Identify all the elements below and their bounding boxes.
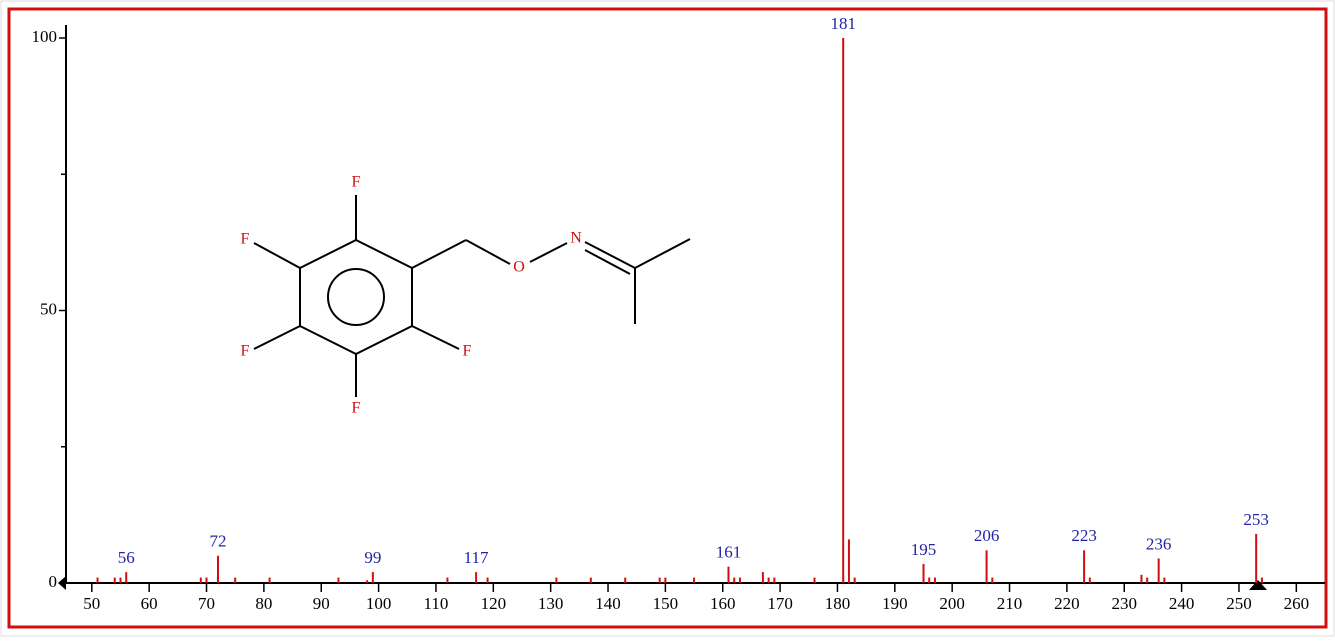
x-tick-label: 50 (83, 594, 100, 613)
atom: O (513, 259, 525, 276)
peak-label: 99 (364, 548, 381, 567)
atom: F (352, 174, 361, 191)
x-tick-label: 60 (141, 594, 158, 613)
axis-marker (1249, 580, 1267, 590)
aromatic-circle (327, 268, 385, 326)
structure: F F F F F O N (241, 174, 691, 417)
atom: F (241, 343, 250, 360)
y-tick-label: 100 (32, 27, 58, 46)
x-tick-label: 230 (1111, 594, 1137, 613)
x-tick-label: 160 (710, 594, 736, 613)
bond (253, 325, 301, 350)
x-tick-label: 120 (481, 594, 507, 613)
peak-label: 236 (1146, 534, 1172, 553)
frame (7, 7, 1328, 629)
x-tick-label: 100 (366, 594, 392, 613)
atom: F (352, 400, 361, 417)
x-tick-label: 200 (939, 594, 965, 613)
peak-label: 56 (118, 548, 135, 567)
atom: F (241, 231, 250, 248)
x-tick-label: 220 (1054, 594, 1080, 613)
bond (634, 238, 691, 269)
x-tick-label: 130 (538, 594, 564, 613)
x-tick-label: 180 (825, 594, 851, 613)
bond (584, 241, 636, 269)
bond (253, 242, 301, 269)
bond (411, 325, 460, 350)
bond (411, 239, 467, 269)
bond (465, 239, 511, 265)
peak-label: 195 (911, 540, 937, 559)
x-tick-label: 90 (313, 594, 330, 613)
x-tick-label: 170 (767, 594, 793, 613)
peak-label: 161 (716, 543, 742, 562)
peak-label: 117 (464, 548, 489, 567)
peak-label: 223 (1071, 526, 1097, 545)
x-tick-label: 190 (882, 594, 908, 613)
x-tick-label: 140 (595, 594, 621, 613)
x-tick-label: 250 (1226, 594, 1252, 613)
bond (529, 242, 568, 263)
x-tick-label: 210 (997, 594, 1023, 613)
peak-label: 206 (974, 526, 1000, 545)
atom: N (570, 230, 582, 247)
x-tick-label: 260 (1284, 594, 1310, 613)
y-tick-label: 0 (49, 572, 58, 591)
atom: F (463, 343, 472, 360)
peak-label: 253 (1243, 510, 1269, 529)
ring (299, 238, 413, 356)
bond (584, 249, 631, 275)
peak-label: 72 (209, 532, 226, 551)
x-tick-label: 110 (424, 594, 449, 613)
x-tick-label: 80 (255, 594, 272, 613)
x-tick-label: 70 (198, 594, 215, 613)
peak-label: 181 (830, 14, 856, 33)
y-tick-label: 50 (40, 299, 57, 318)
x-tick-label: 150 (653, 594, 679, 613)
x-tick-label: 240 (1169, 594, 1195, 613)
